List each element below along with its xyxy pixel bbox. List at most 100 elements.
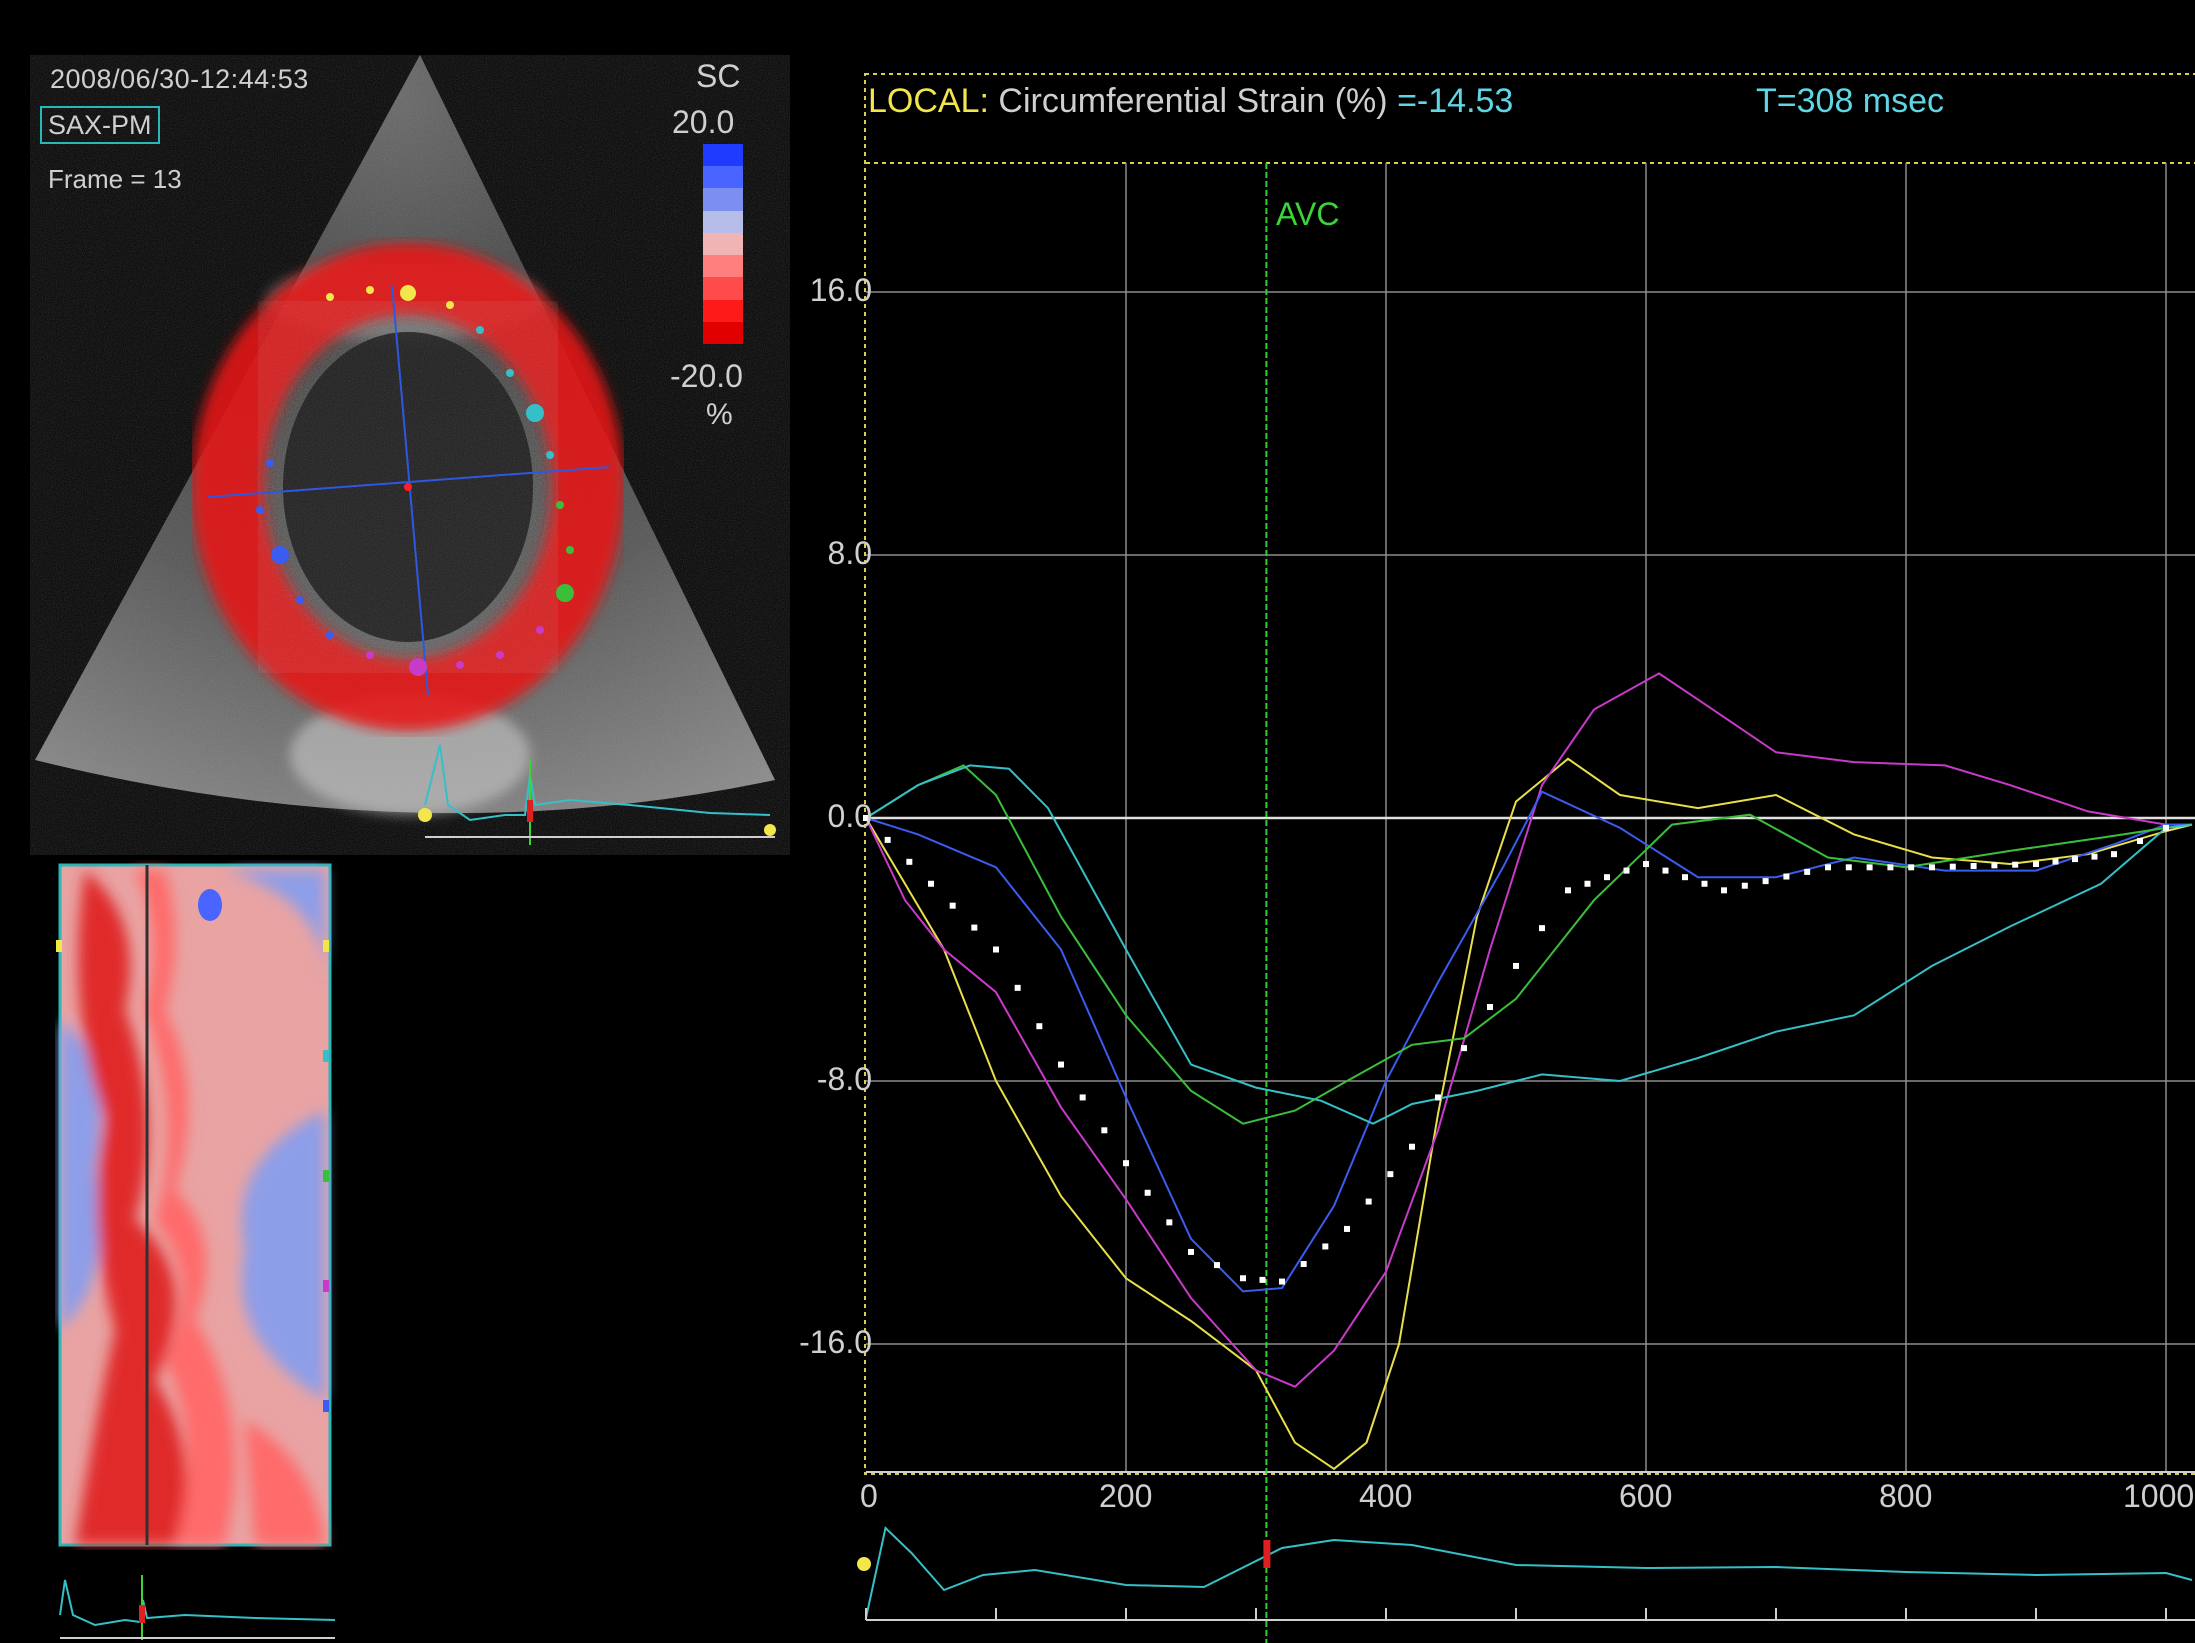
strain-header: LOCAL: Circumferential Strain (%) =-14.5…: [868, 82, 1513, 121]
average-strain-dot: [2033, 861, 2039, 868]
average-strain-dot: [1584, 880, 1591, 887]
average-strain-dot: [1101, 1127, 1108, 1134]
color-scale-step: [703, 255, 743, 278]
average-strain-dot: [2091, 853, 2098, 860]
average-strain-dot: [1365, 1198, 1372, 1205]
average-strain-dot: [1435, 1094, 1441, 1101]
average-strain-dot: [1259, 1276, 1266, 1283]
average-strain-dot: [1387, 1171, 1394, 1178]
average-strain-dot: [1344, 1225, 1350, 1232]
average-strain-dot: [1929, 864, 1935, 871]
average-strain-dot: [928, 880, 934, 887]
average-strain-dot: [1949, 863, 1956, 870]
avc-marker-label: AVC: [1276, 196, 1340, 232]
average-strain-dot: [1079, 1094, 1086, 1101]
strain-curve-green: [865, 764, 2193, 1125]
color-scale-step: [703, 299, 743, 322]
strain-color-map: [56, 863, 332, 1547]
average-strain-dot: [1240, 1275, 1246, 1282]
average-strain-dot: [1461, 1045, 1467, 1052]
average-strain-dot: [2072, 856, 2078, 863]
average-strain-dot: [906, 858, 913, 865]
average-strain-dot: [1783, 873, 1790, 880]
strain-map-ecg-thumbnail: [59, 1575, 336, 1640]
average-strain-dot: [1970, 862, 1977, 869]
average-strain-dot: [1322, 1243, 1329, 1250]
average-strain-dot: [1123, 1160, 1129, 1167]
color-scale-title: SC: [696, 58, 741, 94]
average-strain-dot: [1144, 1189, 1151, 1196]
average-strain-dot: [2163, 824, 2169, 831]
y-tick-label: -8.0: [816, 1061, 872, 1097]
average-strain-dot: [1214, 1262, 1220, 1269]
average-strain-dot: [1762, 878, 1769, 885]
view-label-badge[interactable]: SAX-PM: [40, 106, 160, 144]
average-strain-dot: [1014, 984, 1021, 991]
average-strain-dot: [1908, 864, 1915, 871]
average-strain-dot: [863, 815, 869, 821]
x-tick-label: 400: [1359, 1478, 1413, 1514]
x-tick-label: 600: [1619, 1478, 1673, 1514]
average-strain-dot: [1487, 1004, 1493, 1011]
color-scale-step: [703, 166, 743, 189]
color-scale-step: [703, 277, 743, 300]
average-strain-dot: [1887, 864, 1894, 871]
average-strain-dot: [1279, 1278, 1285, 1285]
color-scale-min: -20.0: [670, 358, 743, 394]
strain-curve-yellow: [865, 757, 2193, 1471]
strain-value: =-14.53: [1397, 82, 1514, 120]
echo-timestamp: 2008/06/30-12:44:53: [50, 64, 309, 94]
average-strain-dot: [1036, 1023, 1043, 1030]
average-strain-dot: [1604, 874, 1610, 881]
average-strain-dot: [949, 902, 956, 909]
average-strain-dot: [1804, 868, 1811, 875]
average-strain-dot: [2111, 851, 2117, 858]
average-strain-dot: [1721, 887, 1727, 894]
average-strain-dot: [2052, 858, 2059, 865]
average-strain-dot: [1662, 867, 1669, 874]
strain-curve-blue: [865, 790, 2192, 1293]
color-scale-unit: %: [706, 398, 733, 431]
average-strain-dot: [1623, 867, 1630, 874]
time-readout: T=308 msec: [1756, 82, 1945, 120]
strain-curve-magenta: [865, 672, 2192, 1388]
average-strain-dot: [1991, 862, 1998, 869]
ecg-trace: [865, 1526, 2193, 1619]
color-scale-step: [703, 188, 743, 211]
average-strain-dot: [1866, 864, 1873, 871]
average-strain-dot: [1300, 1261, 1307, 1268]
y-tick-label: 8.0: [827, 535, 872, 571]
color-scale-step: [703, 144, 743, 167]
color-scale-step: [703, 321, 743, 344]
ecg-time-cursor: [1263, 1540, 1271, 1568]
frame-counter: Frame = 13: [48, 164, 182, 194]
average-strain-dot: [1188, 1248, 1194, 1255]
mode-label[interactable]: LOCAL:: [868, 82, 989, 120]
strain-curve-cyan: [865, 764, 2193, 1125]
chart-frame: [864, 73, 2195, 1475]
average-strain-dot: [1058, 1061, 1064, 1068]
x-tick-label: 0: [860, 1478, 878, 1514]
average-strain-dot: [2012, 861, 2019, 868]
measure-label: Circumferential Strain (%): [998, 82, 1388, 120]
average-strain-dot: [1682, 874, 1688, 881]
average-strain-dot: [1513, 962, 1519, 969]
y-tick-label: 16.0: [809, 272, 872, 308]
average-strain-dot: [884, 836, 891, 843]
ecg-start-marker: [857, 1557, 871, 1571]
average-strain-dot: [1565, 887, 1571, 894]
average-strain-dot: [1166, 1219, 1173, 1226]
average-strain-dot: [971, 924, 978, 931]
color-scale-step: [703, 232, 743, 256]
average-strain-dot: [993, 946, 999, 953]
x-tick-label: 1000: [2123, 1478, 2195, 1514]
average-strain-dot: [1409, 1143, 1415, 1150]
echo-sector-image: [35, 55, 776, 845]
average-strain-dot: [1741, 882, 1748, 889]
color-scale-step: [703, 210, 743, 233]
average-strain-dot: [1825, 864, 1831, 871]
color-scale-bar: [703, 144, 743, 344]
y-tick-label: 0.0: [827, 798, 872, 834]
color-scale-max: 20.0: [672, 104, 735, 140]
